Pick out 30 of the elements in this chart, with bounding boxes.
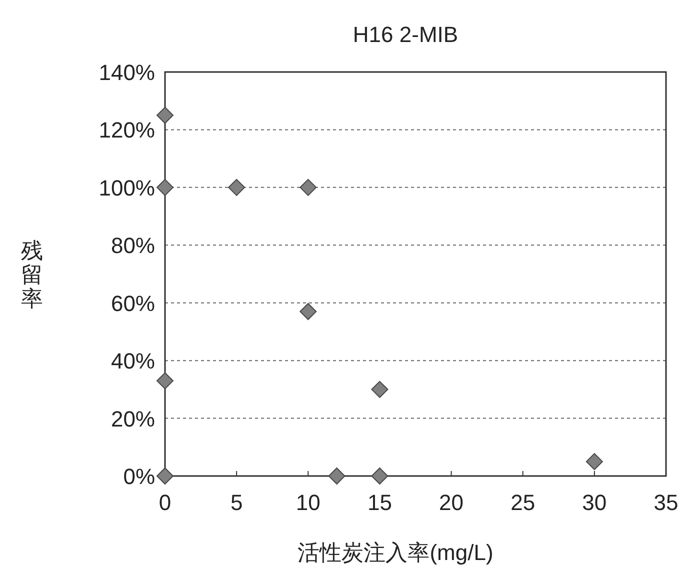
y-tick-label: 0% [123,464,155,489]
point [328,468,346,484]
x-tick-label: 0 [158,490,172,515]
y-tick-label: 40% [110,348,155,374]
x-axis-title: 活性炭注入率(mg/L) [298,540,494,565]
point [156,372,174,390]
point [228,178,246,196]
y-tick-label: 60% [110,290,155,316]
point [156,178,174,196]
y-tick-label: 120% [98,118,155,143]
point [300,178,317,196]
x-tick-label: 10 [296,490,320,515]
point [371,468,388,484]
y-axis-title: 残留率 [21,238,43,311]
point [156,468,174,484]
point [300,303,317,320]
x-tick-label: 35 [654,490,678,515]
x-tick-label: 25 [510,490,536,515]
y-tick-label: 140% [98,60,155,85]
point [586,453,603,470]
x-tick-label: 5 [230,490,243,515]
point [156,106,174,124]
point [371,380,388,398]
y-tick-label: 80% [110,233,155,258]
y-tick-label: 100% [98,175,155,200]
y-tick-label: 20% [110,406,155,432]
chart-title: H16 2-MIB [352,22,458,47]
x-tick-label: 20 [439,490,464,515]
x-tick-label: 30 [582,490,607,515]
x-tick-label: 15 [367,490,392,515]
